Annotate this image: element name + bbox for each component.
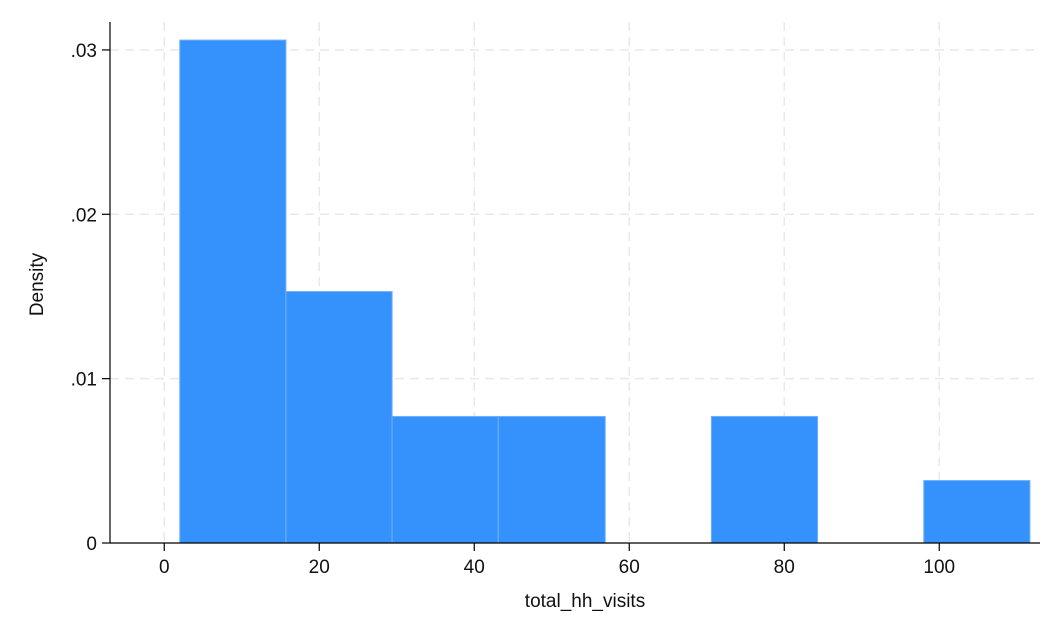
x-tick-label: 60 xyxy=(619,557,640,578)
x-tick-label: 0 xyxy=(159,557,170,578)
y-tick-label: .02 xyxy=(71,205,97,226)
axes-layer xyxy=(109,22,1040,544)
histogram-bar xyxy=(391,415,499,544)
y-axis-title: Density xyxy=(27,252,48,316)
x-tick-label: 20 xyxy=(309,557,330,578)
histogram-bar xyxy=(285,291,393,544)
bars-layer xyxy=(179,39,1031,544)
histogram-bar xyxy=(923,480,1031,544)
histogram-bar xyxy=(179,39,287,544)
histogram-bar xyxy=(710,415,819,544)
x-tick-label: 80 xyxy=(774,557,795,578)
x-tick-label: 100 xyxy=(923,557,955,578)
ticks-layer: 0 .01 .02 .03 0 20 40 60 80 100 xyxy=(71,41,956,578)
y-tick-label: .01 xyxy=(71,370,97,391)
x-tick-label: 40 xyxy=(464,557,485,578)
y-tick-label: 0 xyxy=(86,534,97,555)
x-axis-title: total_hh_visits xyxy=(525,591,645,612)
histogram-bar xyxy=(497,415,606,544)
y-tick-label: .03 xyxy=(71,41,97,62)
